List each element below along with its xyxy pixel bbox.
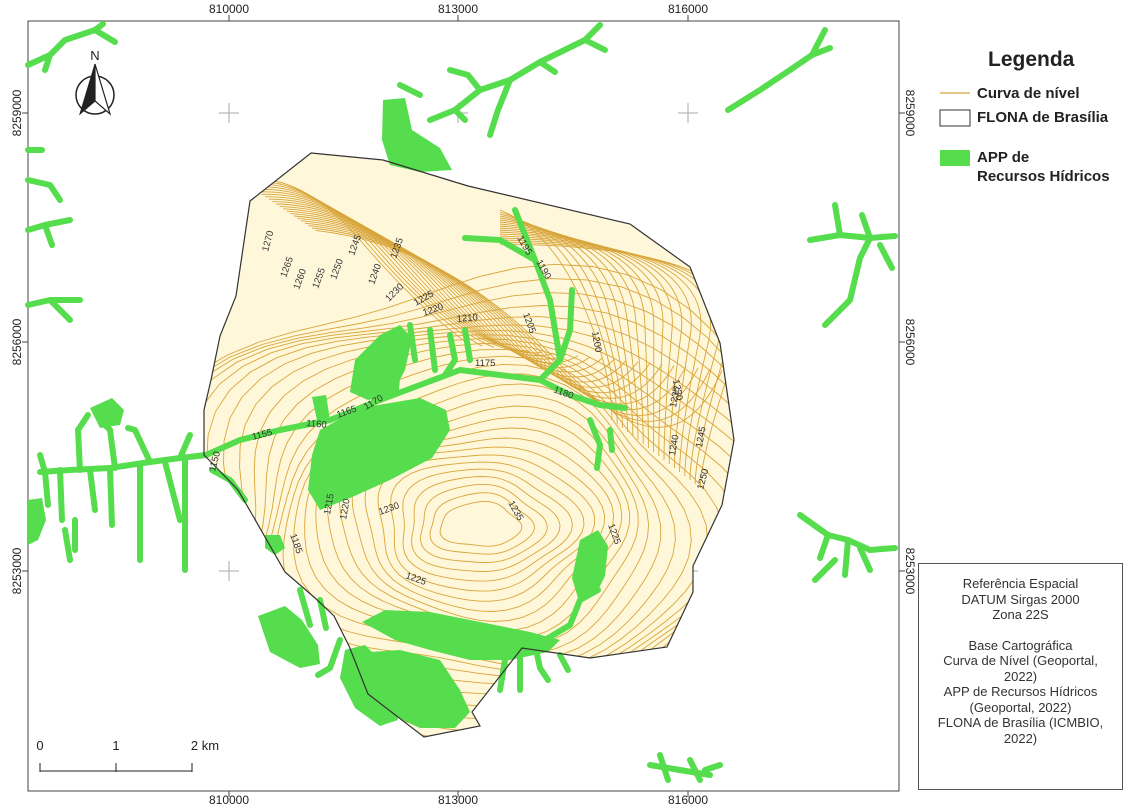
north-arrow: N <box>75 48 115 116</box>
coord-top-1: 810000 <box>209 2 249 16</box>
contour-label: 1240 <box>667 434 682 457</box>
contour-line <box>239 178 471 346</box>
contour-line <box>204 278 734 737</box>
contour-line <box>286 210 627 383</box>
contour-line <box>304 222 687 411</box>
scale-label-0: 0 <box>36 738 43 753</box>
legend-title: Legenda <box>988 48 1075 71</box>
scale-label-1: 1 <box>112 738 119 753</box>
legend-item-app-line1: APP de <box>977 149 1030 166</box>
contour-line <box>268 198 567 360</box>
contour-label: 1270 <box>260 230 276 253</box>
base-flona-source: FLONA de Brasília (ICMBIO, <box>937 715 1104 730</box>
contour-label: 1150 <box>207 450 223 473</box>
coord-left-3: 8253000 <box>10 547 24 594</box>
ref-zone: Zona 22S <box>992 607 1049 622</box>
coord-right-1: 8259000 <box>903 90 917 137</box>
map-frame <box>27 20 900 792</box>
contour-label: 1200 <box>589 331 604 354</box>
contour-line <box>243 181 483 347</box>
base-contour-source: Curva de Nível (Geoportal, <box>943 653 1098 668</box>
contour-line <box>351 437 615 622</box>
coord-top-3: 816000 <box>668 2 708 16</box>
contour-line <box>499 237 711 477</box>
contour-line <box>364 446 606 612</box>
legend-item-flona: FLONA de Brasília <box>977 109 1109 126</box>
contour-label: 1250 <box>695 468 711 491</box>
contour-line <box>301 220 675 405</box>
legend-item-contour: Curva de nível <box>977 85 1080 102</box>
contour-label: 1220 <box>338 498 353 521</box>
base-flona-year: 2022) <box>1003 730 1038 746</box>
contour-line <box>315 405 639 648</box>
reference-info-box: Referência Espacial DATUM Sirgas 2000 Zo… <box>918 563 1123 790</box>
contour-line <box>204 263 734 737</box>
contour-line <box>439 500 523 547</box>
contour-line <box>411 476 561 572</box>
contour-line <box>499 233 692 469</box>
contour-line <box>377 454 596 602</box>
coord-bottom-1: 810000 <box>209 793 249 806</box>
contour-line <box>304 394 650 655</box>
contour-line <box>429 492 535 555</box>
scale-label-2: 2 km <box>191 738 219 753</box>
legend-flona-symbol <box>939 109 971 127</box>
contour-line <box>402 468 573 582</box>
legend-app-symbol <box>940 150 970 166</box>
ref-title: Referência Espacial <box>962 576 1079 591</box>
contour-line <box>204 292 734 737</box>
scale-bar: 0 1 2 km <box>36 738 219 772</box>
contour-line <box>499 243 734 489</box>
contour-label: 1210 <box>456 312 478 325</box>
contour-line <box>282 373 676 667</box>
app-water-resources[interactable] <box>25 21 898 783</box>
coord-left-2: 8256000 <box>10 318 24 365</box>
contour-line <box>247 183 495 348</box>
coord-left-1: 8259000 <box>10 89 24 136</box>
contour-label: 1215 <box>322 493 337 516</box>
contour-line <box>420 483 548 563</box>
coord-right-2: 8256000 <box>903 319 917 366</box>
contour-line <box>297 217 663 399</box>
flona-area[interactable] <box>204 153 734 737</box>
ref-datum: DATUM Sirgas 2000 <box>961 591 1080 607</box>
contour-label: 1235 <box>668 386 683 409</box>
base-title: Base Cartográfica <box>968 637 1073 653</box>
contour-line <box>499 209 613 421</box>
contour-label: 1245 <box>694 426 709 449</box>
legend-item-app-line2: Recursos Hídricos <box>977 168 1110 185</box>
contour-line <box>315 229 723 428</box>
contour-line <box>283 208 615 378</box>
contour-line <box>265 196 555 357</box>
contour-label: 1175 <box>475 358 495 369</box>
coordinate-ticks <box>22 15 905 797</box>
coord-right-3: 8253000 <box>903 548 917 595</box>
contour-line <box>254 188 519 351</box>
legend-symbols <box>939 92 971 166</box>
contour-line <box>326 416 631 640</box>
base-app-year: (Geoportal, 2022) <box>969 699 1072 715</box>
contour-line <box>250 186 507 350</box>
contour-line <box>293 383 662 661</box>
coord-top-2: 813000 <box>438 2 478 16</box>
contour-label: 1230 <box>670 379 685 402</box>
coord-bottom-2: 813000 <box>438 793 478 806</box>
contour-label: 1160 <box>306 418 327 431</box>
contour-line <box>279 205 603 373</box>
base-app-source: APP de Recursos Hídricos <box>943 684 1098 699</box>
contour-line <box>293 215 651 394</box>
flona-boundary <box>203 152 735 738</box>
coord-bottom-3: 816000 <box>668 793 708 806</box>
contour-line <box>390 461 585 592</box>
contour-line <box>499 235 702 473</box>
info-spacer <box>919 623 1122 638</box>
contour-line <box>339 427 623 632</box>
contour-line <box>290 213 639 388</box>
north-label: N <box>90 48 99 63</box>
base-contour-year: 2022) <box>1003 668 1038 684</box>
contour-label: 1155 <box>251 427 274 443</box>
